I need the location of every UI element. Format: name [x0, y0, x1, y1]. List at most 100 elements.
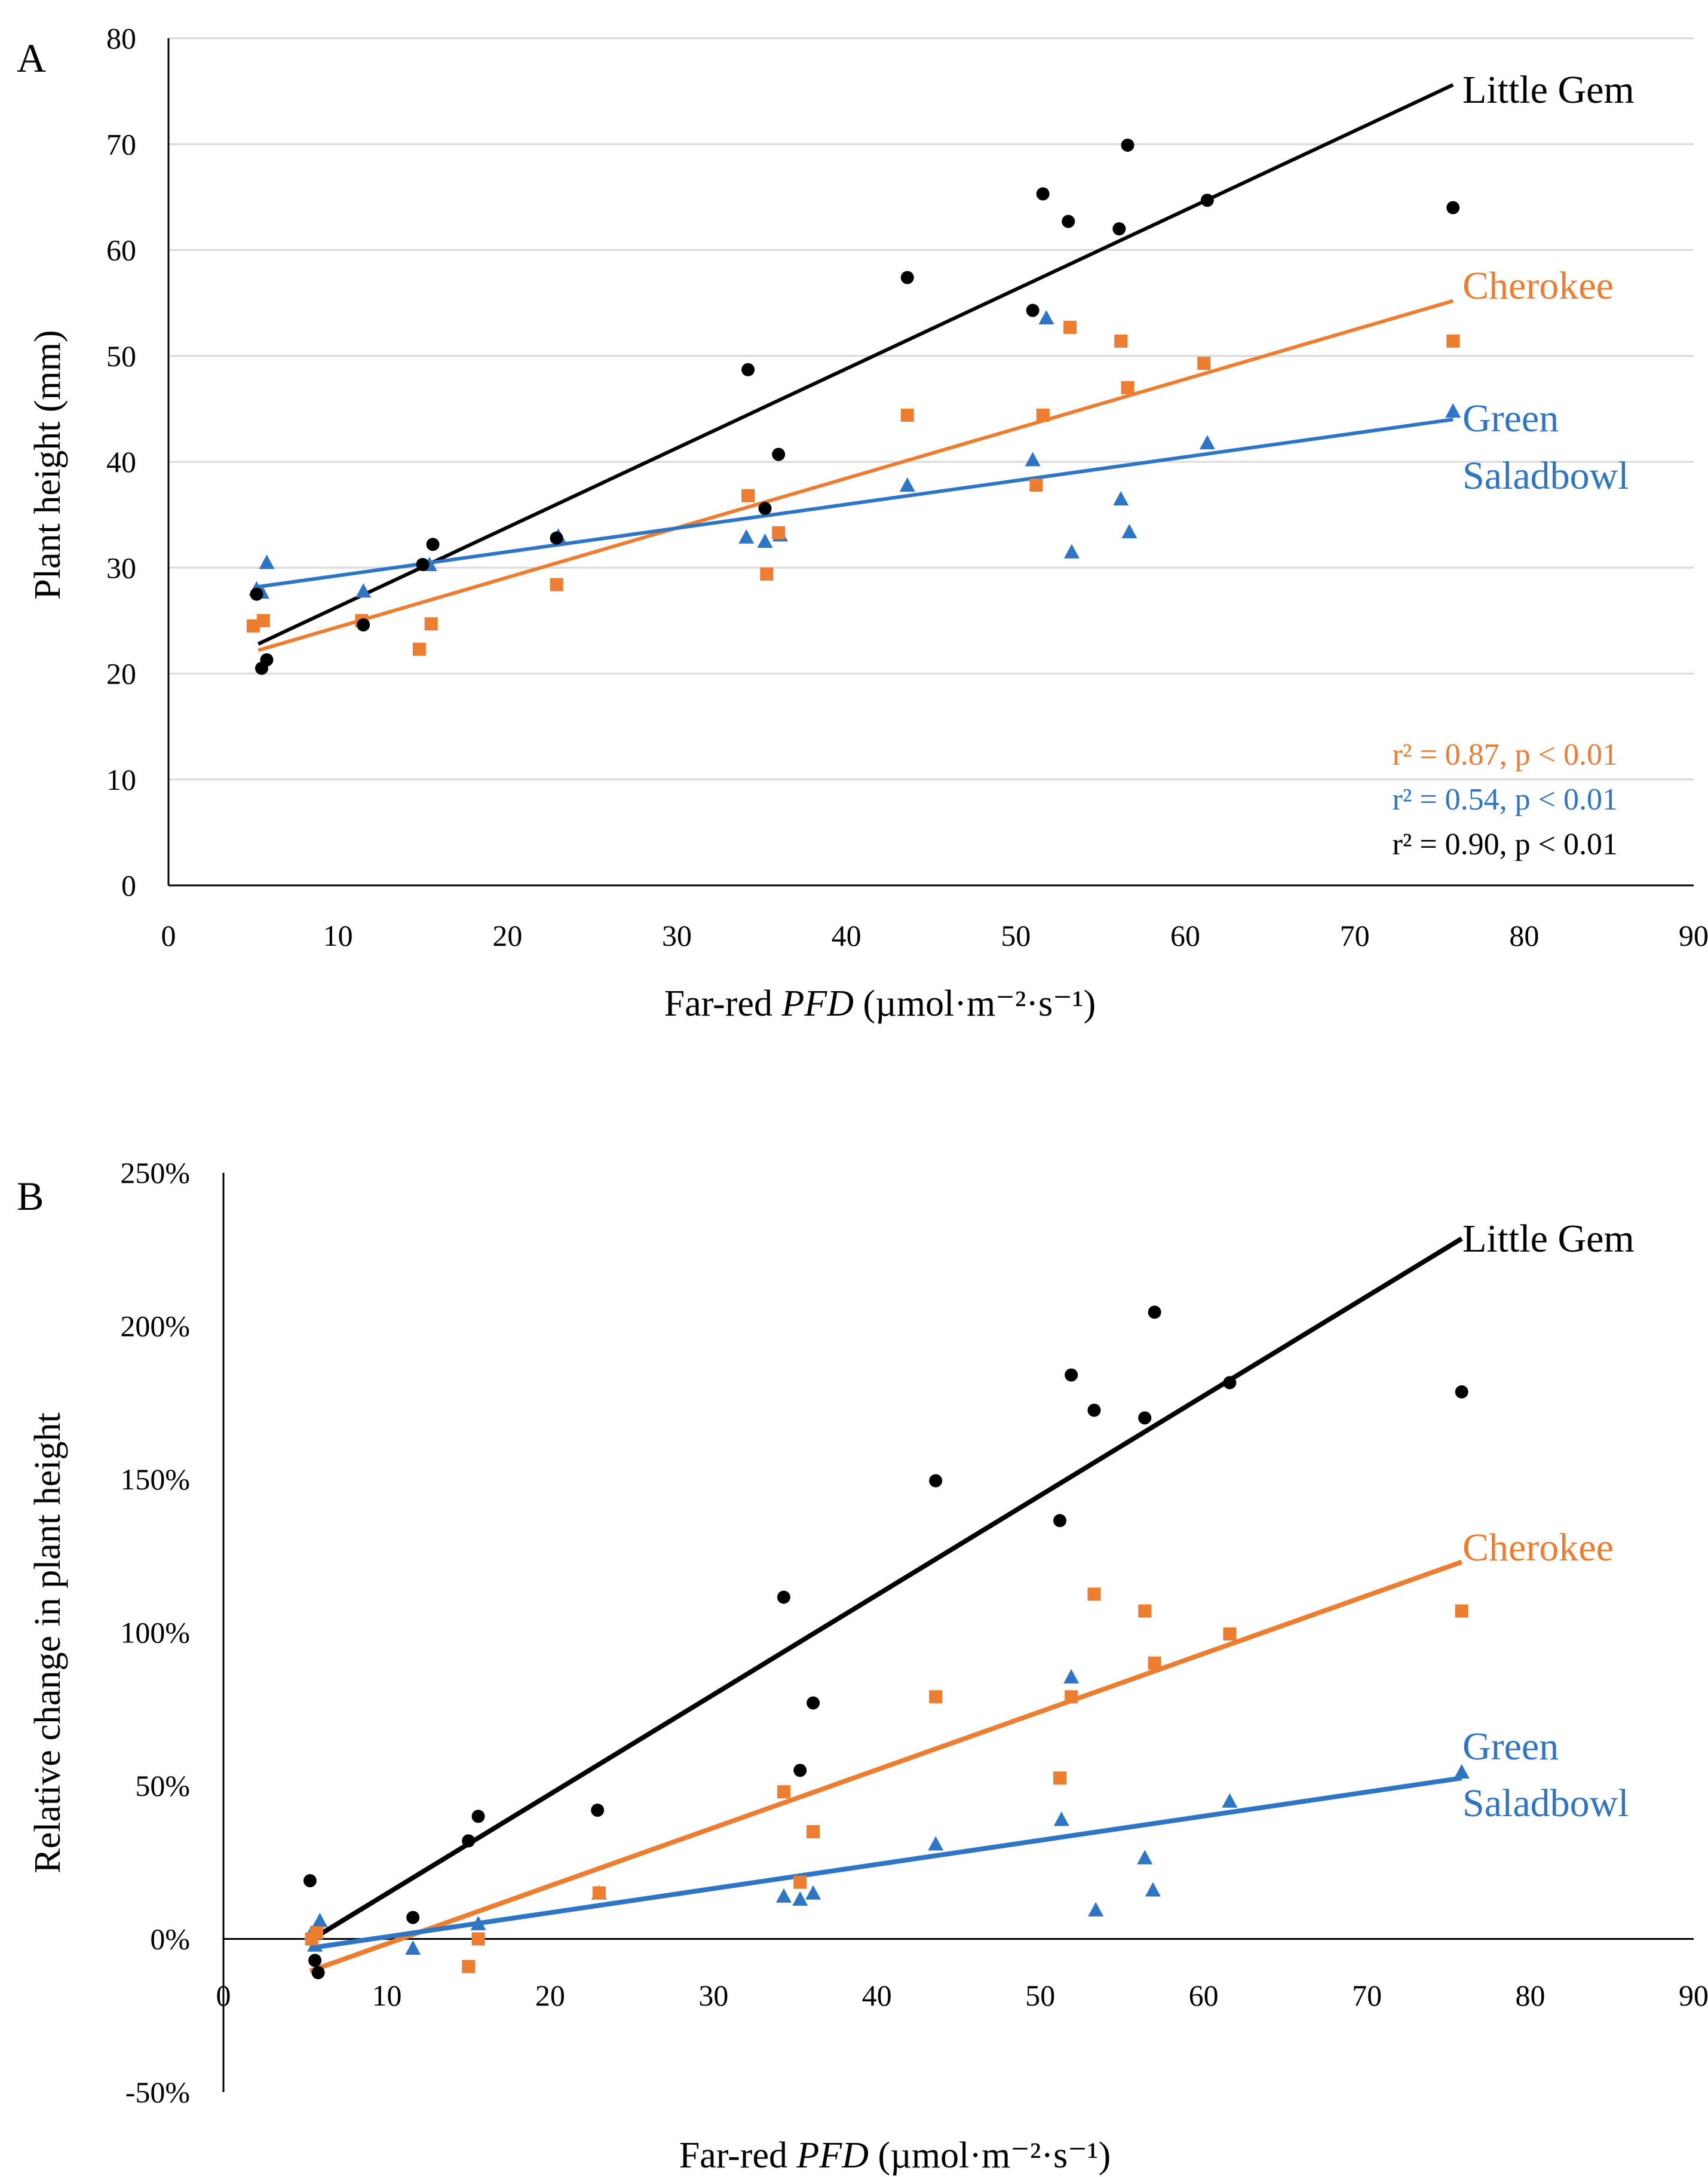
b-point-cherokee	[1053, 1771, 1067, 1785]
b-x-tick-label: 80	[1516, 1979, 1546, 2012]
b-point-cherokee	[1455, 1604, 1468, 1618]
panel-a-label-green: Green	[1462, 397, 1559, 440]
a-point-cherokee	[741, 489, 755, 502]
b-point-green-saladbowl	[1088, 1902, 1104, 1917]
panel-a-stat-green-saladbowl: r² = 0.54, p < 0.01	[1392, 783, 1618, 817]
panel-b-trendlines	[308, 1236, 1463, 1974]
a-point-cherokee	[1114, 334, 1128, 348]
a-point-little-gem	[741, 363, 755, 376]
b-point-little-gem	[471, 1810, 485, 1823]
a-point-green-saladbowl	[355, 583, 372, 598]
a-point-cherokee	[772, 526, 786, 539]
a-point-little-gem	[1036, 187, 1050, 201]
a-point-cherokee	[246, 619, 260, 633]
b-y-tick-label: 150%	[120, 1462, 190, 1496]
a-point-little-gem	[1121, 139, 1134, 152]
b-point-cherokee	[793, 1875, 807, 1889]
b-point-green-saladbowl	[928, 1836, 944, 1851]
b-point-little-gem	[1223, 1376, 1237, 1390]
a-point-little-gem	[250, 587, 263, 601]
b-trendline-green-saladbowl	[309, 1776, 1462, 1951]
panel-b-y-axis-label: Relative change in plant height	[27, 1412, 68, 1873]
a-point-green-saladbowl	[1038, 309, 1054, 324]
b-point-green-saladbowl	[1145, 1882, 1161, 1897]
b-x-tick-label: 50	[1025, 1979, 1055, 2012]
a-point-cherokee	[1063, 320, 1077, 334]
a-point-little-gem	[550, 531, 563, 545]
b-point-cherokee	[1065, 1690, 1078, 1704]
panel-b-y-tick-labels: -50% 0% 50% 100% 150% 200% 250%	[120, 1156, 190, 2109]
b-point-green-saladbowl	[1222, 1793, 1238, 1808]
panel-a-x-tick-labels: 0 10 20 30 40 50 60 70 80 90	[161, 919, 1708, 952]
a-point-cherokee	[900, 409, 914, 422]
panel-a-x-label-units: (µmol·m⁻²·s⁻¹)	[854, 983, 1096, 1024]
a-y-tick-label: 40	[106, 445, 136, 479]
b-point-little-gem	[311, 1966, 325, 1979]
a-point-cherokee	[424, 617, 438, 631]
b-point-little-gem	[406, 1911, 420, 1924]
a-point-green-saladbowl	[757, 533, 773, 548]
a-point-cherokee	[1121, 381, 1134, 394]
a-point-little-gem	[426, 538, 440, 551]
b-point-green-saladbowl	[805, 1885, 821, 1900]
panel-b-axes	[222, 1173, 1694, 2092]
a-point-cherokee	[256, 614, 270, 627]
b-point-cherokee	[1138, 1604, 1152, 1618]
b-trendline-cherokee	[309, 1559, 1463, 1974]
panel-b-data-points	[303, 1305, 1470, 1979]
b-y-tick-label: 200%	[120, 1310, 190, 1343]
a-y-tick-label: 30	[106, 551, 136, 584]
panel-b-label-saladbowl: Saladbowl	[1462, 1782, 1629, 1825]
b-x-tick-label: 40	[862, 1979, 892, 2012]
a-x-tick-label: 90	[1679, 919, 1708, 952]
b-point-little-gem	[591, 1804, 605, 1817]
b-point-little-gem	[793, 1764, 807, 1777]
a-point-cherokee	[1446, 334, 1460, 348]
a-point-green-saladbowl	[1445, 403, 1461, 418]
b-y-tick-label: 0%	[150, 1922, 190, 1956]
b-point-green-saladbowl	[1454, 1764, 1470, 1779]
b-x-tick-label: 60	[1189, 1979, 1219, 2012]
panel-a-axes	[167, 38, 1694, 887]
a-x-tick-label: 10	[323, 919, 353, 952]
panel-a-stat-little-gem: r² = 0.90, p < 0.01	[1392, 827, 1618, 861]
a-x-tick-label: 50	[1001, 919, 1031, 952]
panel-b-label-green: Green	[1462, 1725, 1559, 1768]
a-y-tick-label: 20	[106, 657, 136, 691]
a-y-tick-label: 0	[121, 869, 136, 902]
b-point-little-gem	[1148, 1305, 1161, 1319]
a-point-little-gem	[1062, 214, 1075, 228]
b-x-tick-label: 30	[698, 1979, 728, 2012]
a-x-tick-label: 20	[492, 919, 522, 952]
b-x-tick-label: 20	[535, 1979, 565, 2012]
panel-a-stat-cherokee: r² = 0.87, p < 0.01	[1392, 738, 1618, 772]
a-y-tick-label: 50	[106, 339, 136, 373]
b-point-cherokee	[471, 1932, 485, 1946]
a-y-tick-label: 60	[106, 234, 136, 267]
b-point-little-gem	[777, 1590, 790, 1604]
b-point-green-saladbowl	[792, 1891, 808, 1906]
a-point-little-gem	[1446, 201, 1460, 214]
a-point-little-gem	[357, 618, 370, 631]
a-point-little-gem	[416, 557, 430, 571]
a-point-little-gem	[772, 447, 786, 461]
panel-a-label-little-gem: Little Gem	[1462, 68, 1635, 112]
b-y-tick-label: 100%	[120, 1616, 190, 1649]
b-y-tick-label: 50%	[135, 1769, 190, 1802]
panel-b-x-tick-labels: 0 10 20 30 40 50 60 70 80 90	[216, 1979, 1708, 2012]
a-point-cherokee	[550, 578, 563, 591]
panel-a-x-label-pre: Far-red	[664, 983, 782, 1024]
a-point-green-saladbowl	[1025, 452, 1041, 467]
a-point-little-gem	[1112, 222, 1126, 236]
a-trendline-cherokee	[257, 299, 1454, 652]
b-point-little-gem	[303, 1874, 317, 1888]
b-point-green-saladbowl	[1053, 1811, 1069, 1826]
b-point-little-gem	[929, 1474, 943, 1488]
a-y-tick-label: 80	[106, 22, 136, 55]
a-x-tick-label: 30	[662, 919, 692, 952]
a-point-green-saladbowl	[1113, 491, 1129, 506]
b-point-little-gem	[308, 1954, 322, 1967]
panel-a: A 0 10 20 30 40 50 60 70 80 90 01020304050607080 …	[17, 22, 1708, 1024]
panel-a-trendlines	[257, 83, 1454, 652]
